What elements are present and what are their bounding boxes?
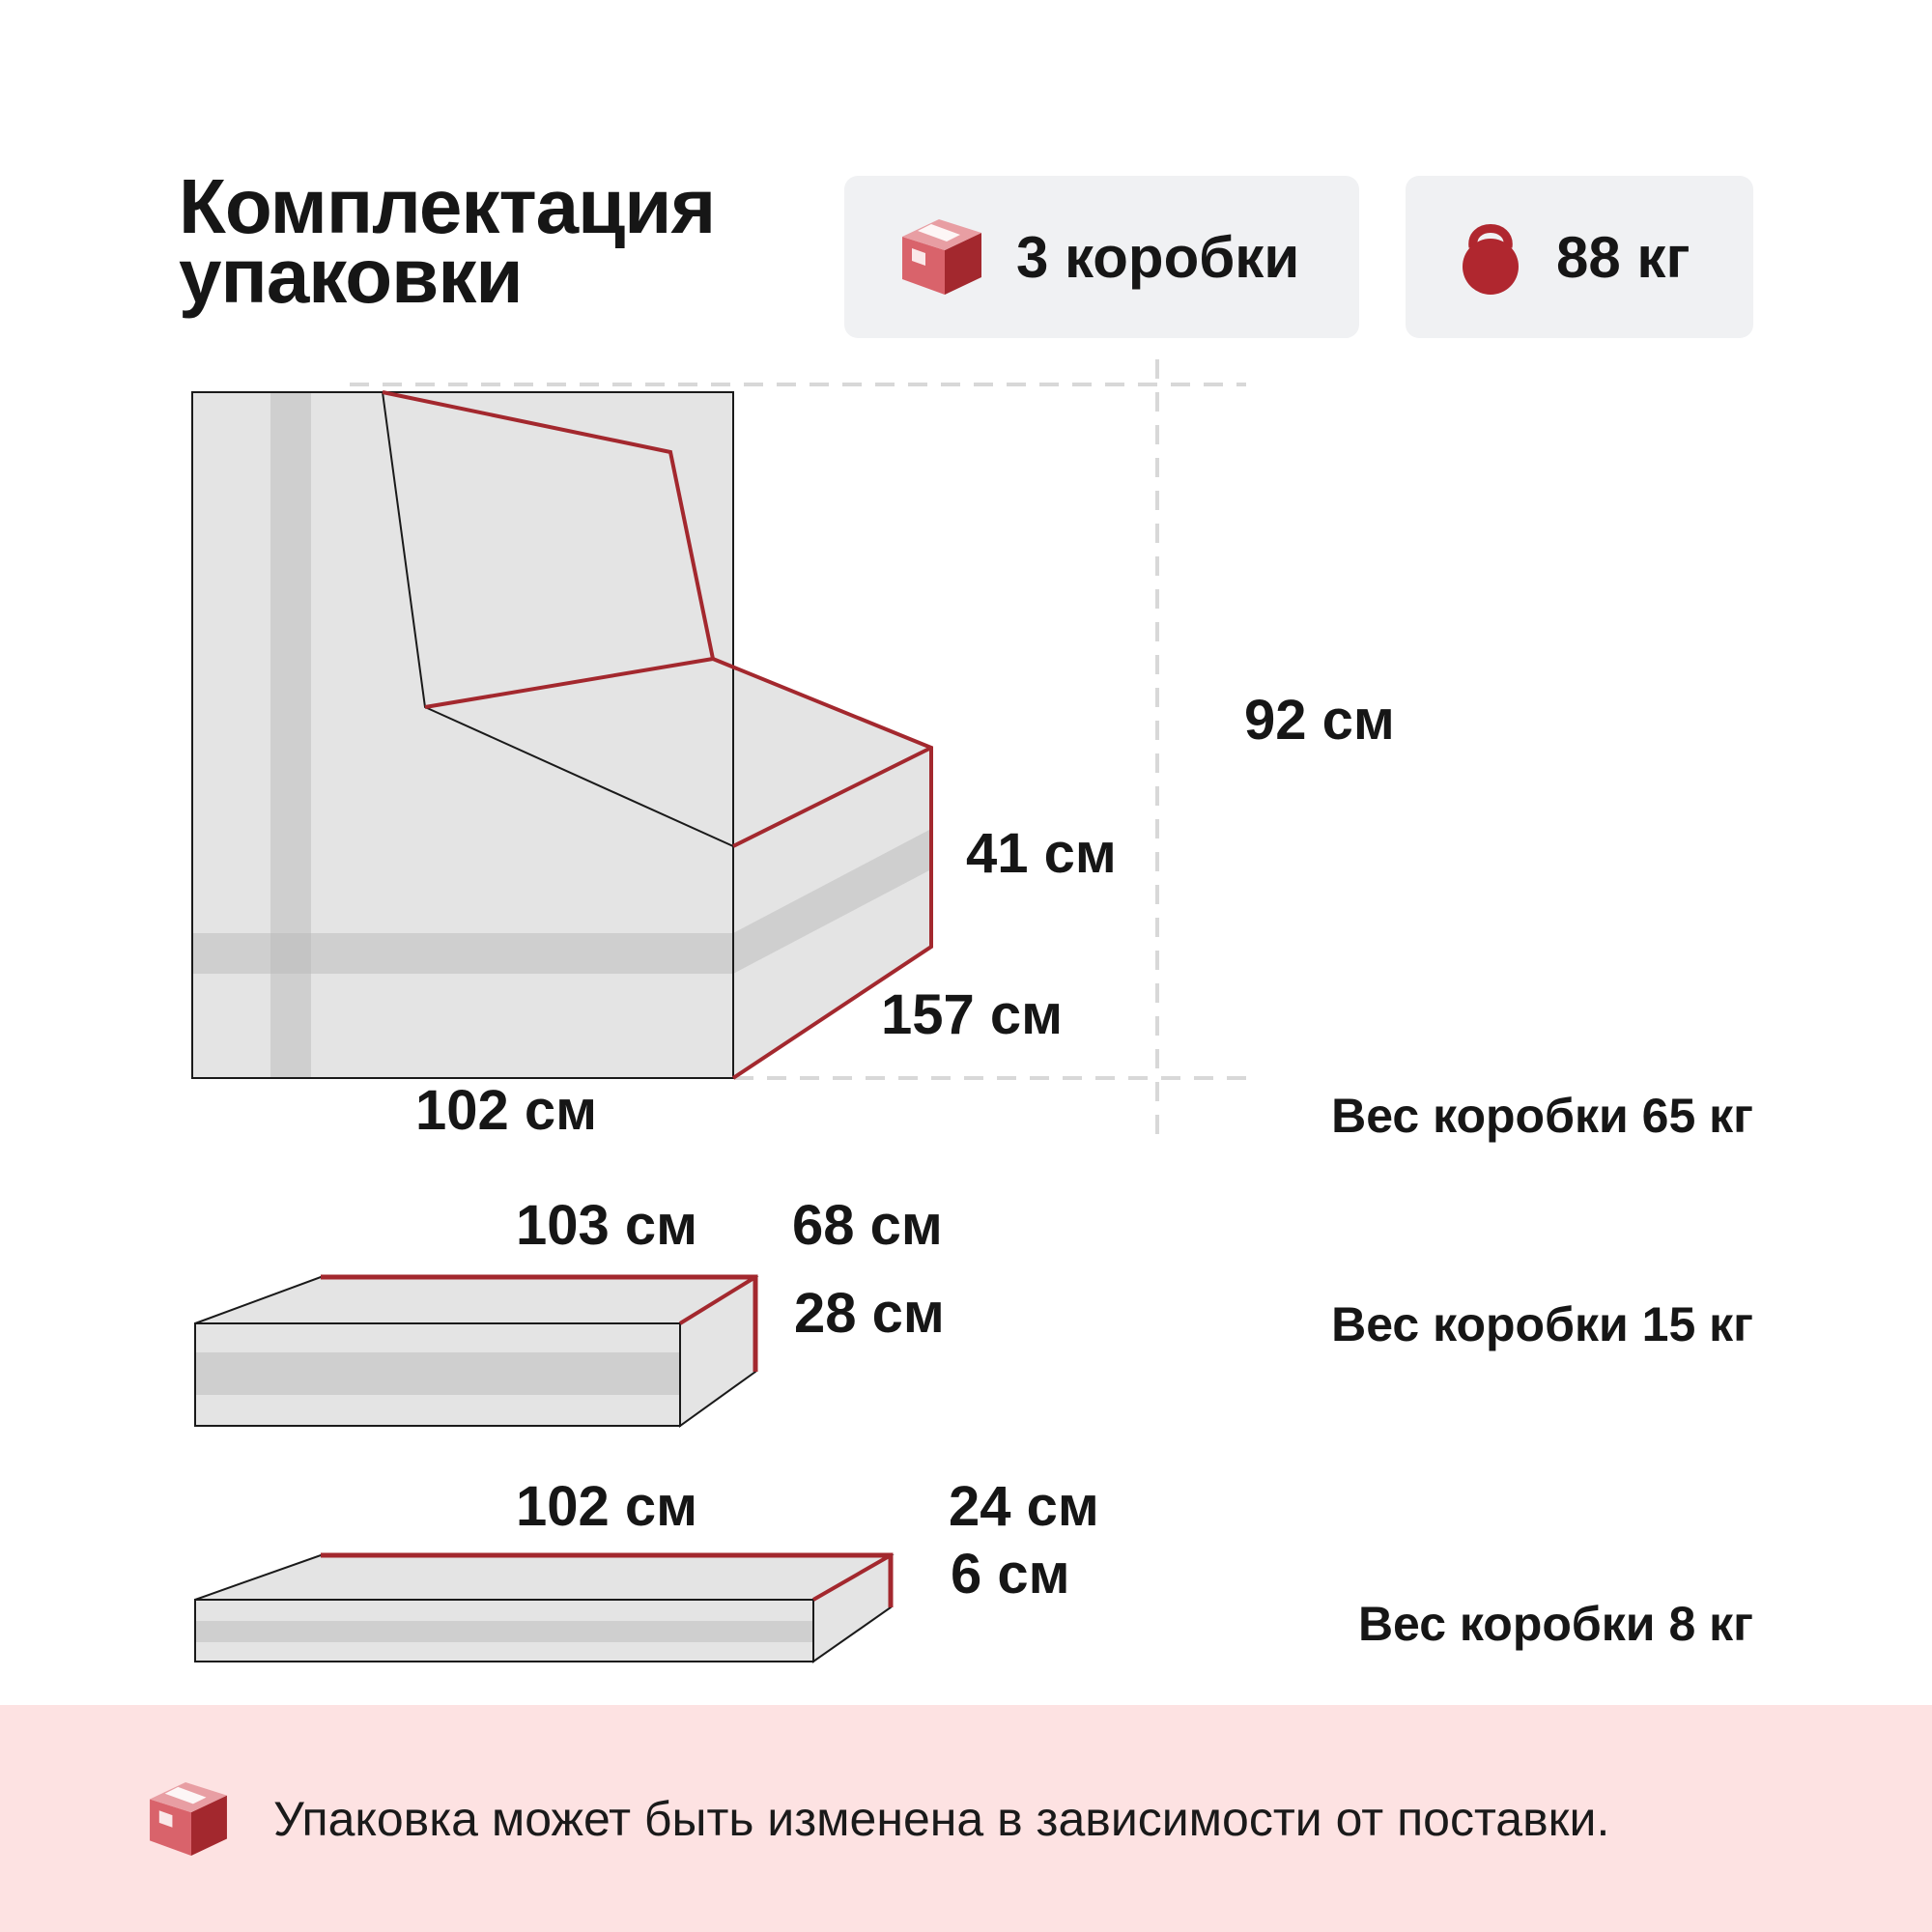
box-3-weight: Вес коробки 8 кг <box>1357 1597 1753 1651</box>
box-1-weight: Вес коробки 65 кг <box>1331 1089 1753 1143</box>
title-line-1: Комплектация <box>179 163 716 249</box>
box-3-height: 6 см <box>951 1543 1070 1605</box>
box-2-height: 28 см <box>794 1282 945 1345</box>
page-title: Комплектация упаковки <box>179 163 855 319</box>
box-1-width: 102 см <box>415 1079 598 1142</box>
dimension-guides <box>350 359 1246 1140</box>
box-1-drawing <box>191 390 933 1080</box>
box-count-badge: 3 коробки <box>844 176 1359 338</box>
box-1-depth: 157 см <box>881 983 1064 1046</box>
box-1-total-height: 92 см <box>1244 689 1395 752</box>
footer-banner: Упаковка может быть изменена в зависимос… <box>0 1705 1932 1932</box>
total-weight-badge: 88 кг <box>1406 176 1753 338</box>
box-2-length: 103 см <box>516 1194 698 1257</box>
title-line-2: упаковки <box>179 233 524 319</box>
box-2-depth: 68 см <box>792 1194 943 1257</box>
box-3-depth: 24 см <box>949 1475 1099 1538</box>
box-1-seat-height: 41 см <box>966 822 1117 885</box>
package-box-icon <box>150 1781 227 1856</box>
box-count-label: 3 коробки <box>1016 224 1300 290</box>
box-2-weight: Вес коробки 15 кг <box>1331 1297 1753 1351</box>
kettlebell-icon <box>1463 224 1519 295</box>
box-3-drawing <box>194 1552 895 1663</box>
package-box-icon <box>902 219 981 295</box>
box-3-length: 102 см <box>516 1475 698 1538</box>
total-weight-label: 88 кг <box>1556 224 1690 290</box>
box-2-drawing <box>194 1274 759 1428</box>
footer-note: Упаковка может быть изменена в зависимос… <box>273 1791 1610 1846</box>
